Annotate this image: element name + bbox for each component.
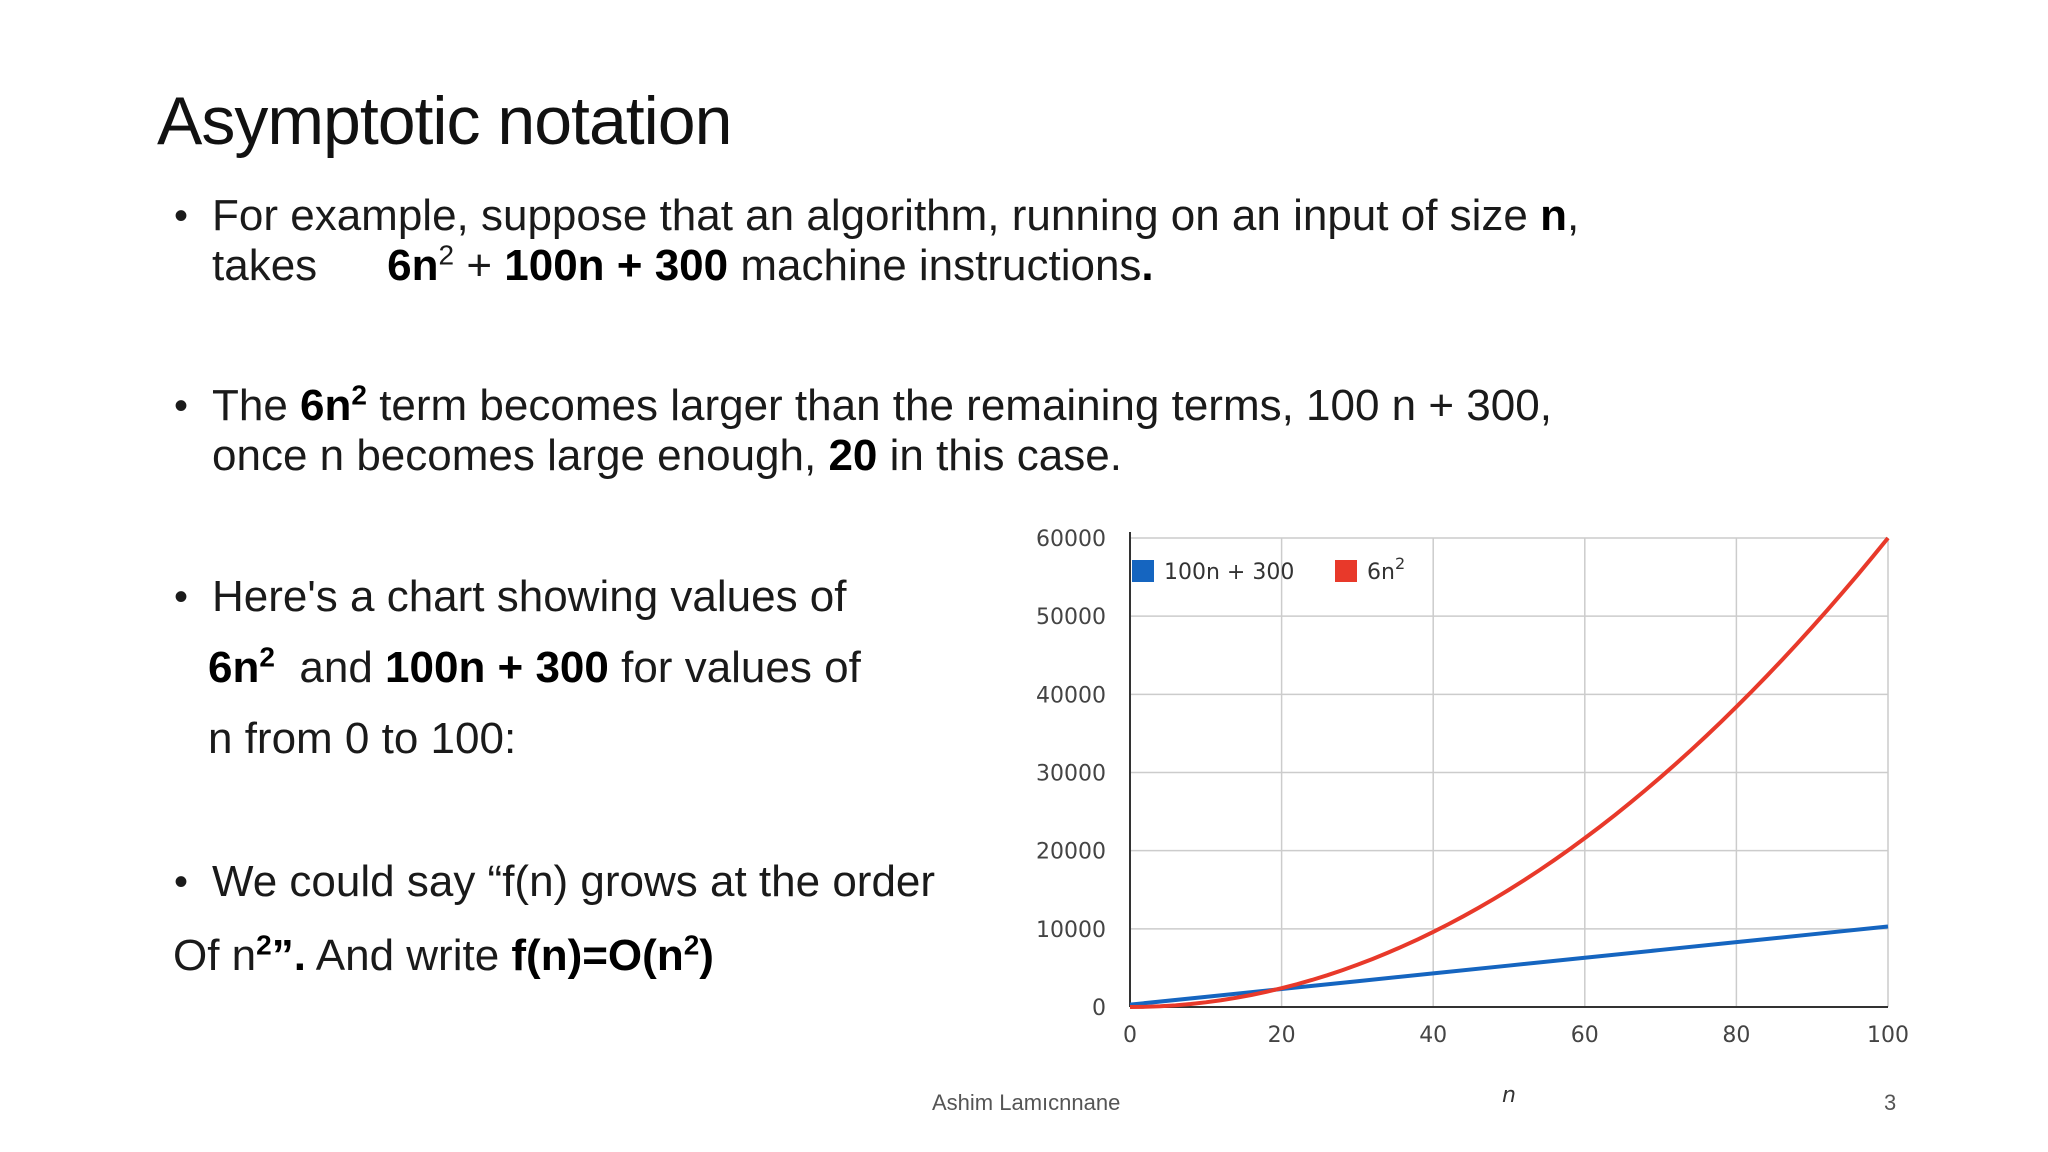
bullet-1-line-2: takes 6n2 + 100n + 300 machine instructio… bbox=[212, 241, 1154, 291]
x-tick-label: 0 bbox=[1123, 1023, 1137, 1048]
bullet-2-text: term becomes larger than the remaining t… bbox=[366, 381, 1552, 430]
bullet-dot: • bbox=[174, 860, 189, 904]
chart-grid bbox=[1130, 537, 1889, 1007]
x-tick-labels: 0 20 40 60 80 100 bbox=[1123, 1023, 1909, 1048]
bullet-4-quote: ” bbox=[271, 931, 294, 980]
x-tick-label: 100 bbox=[1867, 1023, 1909, 1048]
bullet-dot: • bbox=[174, 575, 189, 619]
y-tick-label: 30000 bbox=[1036, 762, 1106, 787]
slide-title: Asymptotic notation bbox=[157, 83, 732, 159]
legend-label-exponent: 2 bbox=[1395, 554, 1405, 573]
x-tick-label: 40 bbox=[1419, 1023, 1447, 1048]
chart-legend: 100n + 300 6n2 bbox=[1132, 554, 1405, 585]
bullet-2-pre: The bbox=[212, 381, 301, 430]
big-o-exponent: 2 bbox=[683, 929, 700, 961]
bullet-3-linear: 100n + 300 bbox=[385, 643, 609, 692]
y-tick-label: 10000 bbox=[1036, 918, 1106, 943]
bullet-2-line-2: once n becomes large enough, 20 in this … bbox=[212, 431, 1122, 481]
y-tick-label: 0 bbox=[1092, 996, 1106, 1021]
footer-page-number: 3 bbox=[1884, 1090, 1897, 1115]
bullet-4: • We could say “f(n) grows at the order bbox=[174, 857, 936, 907]
bullet-3-and: and bbox=[274, 643, 386, 692]
x-axis-label: n bbox=[1502, 1083, 1516, 1108]
bullet-1: • For example, suppose that an algorithm… bbox=[174, 191, 1580, 241]
legend-swatch-quadratic bbox=[1335, 560, 1357, 582]
formula-plus: + bbox=[454, 241, 505, 290]
bullet-1-text: For example, suppose that an algorithm, … bbox=[212, 191, 1541, 240]
big-o-close: ) bbox=[699, 931, 714, 980]
bullet-2-6n: 6n bbox=[300, 381, 352, 430]
y-tick-label: 40000 bbox=[1036, 683, 1106, 708]
x-tick-label: 20 bbox=[1268, 1023, 1296, 1048]
bullet-3-exponent: 2 bbox=[259, 641, 275, 673]
bullet-1-comma: , bbox=[1567, 191, 1580, 240]
formula-linear-terms: 100n + 300 bbox=[504, 241, 729, 290]
bullet-3-post: for values of bbox=[608, 643, 861, 692]
legend-label-quadratic: 6n2 bbox=[1367, 554, 1405, 585]
bullet-1-n: n bbox=[1540, 191, 1568, 240]
formula-6n: 6n bbox=[387, 241, 439, 290]
x-tick-label: 60 bbox=[1571, 1023, 1599, 1048]
chart-series bbox=[1129, 536, 1890, 1009]
bullet-2-line-2-pre: once n becomes large enough, bbox=[212, 431, 829, 480]
bullet-2-exponent: 2 bbox=[351, 379, 367, 411]
bullet-4-of: Of n bbox=[173, 931, 257, 980]
x-tick-label: 80 bbox=[1722, 1023, 1750, 1048]
y-tick-label: 50000 bbox=[1036, 605, 1106, 630]
y-tick-labels: 0 10000 20000 30000 40000 50000 60000 bbox=[1036, 527, 1106, 1021]
bullet-1-takes: takes bbox=[212, 241, 318, 290]
bullet-3-line-1: Here's a chart showing values of bbox=[212, 572, 847, 621]
bullet-2-line-2-post: in this case. bbox=[877, 431, 1122, 480]
bullet-dot: • bbox=[174, 384, 189, 428]
bullet-1-period: . bbox=[1141, 241, 1154, 290]
bullet-2-twenty: 20 bbox=[828, 431, 878, 480]
bullet-4-period: . bbox=[293, 931, 306, 980]
y-tick-label: 60000 bbox=[1036, 527, 1106, 552]
bullet-3-line-2: 6n2 and 100n + 300 for values of bbox=[208, 643, 861, 693]
y-tick-label: 20000 bbox=[1036, 840, 1106, 865]
bullet-3: • Here's a chart showing values of bbox=[174, 572, 847, 622]
bullet-2: • The 6n2 term becomes larger than the r… bbox=[174, 379, 1552, 431]
bullet-3-line-3-text: n from 0 to 100: bbox=[208, 714, 517, 763]
legend-label-linear: 100n + 300 bbox=[1164, 560, 1294, 585]
bullet-4-line-2: Of n2”. And write f(n)=O(n2) bbox=[173, 931, 714, 981]
bullet-1-post: machine instructions bbox=[728, 241, 1142, 290]
footer-author: Ashim Lamıcnnane bbox=[932, 1090, 1121, 1115]
growth-chart: 0 10000 20000 30000 40000 50000 60000 0 20 40 60 8… bbox=[1036, 527, 1909, 1108]
bullet-3-line-3: n from 0 to 100: bbox=[208, 714, 516, 764]
bullet-4-exponent: 2 bbox=[256, 929, 272, 961]
chart-axes bbox=[1129, 532, 1888, 1008]
formula-exponent: 2 bbox=[438, 239, 455, 271]
legend-swatch-linear bbox=[1132, 560, 1154, 582]
bullet-4-and-write: And write bbox=[305, 931, 512, 980]
bullet-dot: • bbox=[174, 194, 189, 238]
big-o-formula: f(n)=O(n bbox=[511, 931, 684, 980]
bullet-4-line-1: We could say “f(n) grows at the order bbox=[212, 857, 936, 906]
bullet-3-6n: 6n bbox=[208, 643, 260, 692]
